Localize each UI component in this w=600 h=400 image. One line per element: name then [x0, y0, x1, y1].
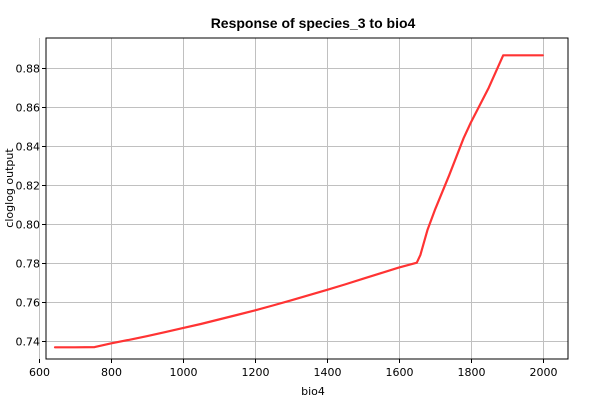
y-axis-label: cloglog output [3, 148, 16, 228]
y-tick-label: 0.84 [16, 141, 41, 154]
series-layer [53, 54, 544, 349]
y-tick-label: 0.76 [16, 297, 41, 310]
y-tick-label: 0.82 [16, 180, 41, 193]
y-tick-label: 0.74 [16, 336, 41, 349]
y-tick-label: 0.80 [16, 219, 41, 232]
x-tick-label: 1400 [314, 366, 342, 379]
x-tick-label: 2000 [530, 366, 558, 379]
y-tick-label: 0.86 [16, 102, 41, 115]
y-tick-label: 0.78 [16, 258, 41, 271]
x-tick-label: 1000 [170, 366, 198, 379]
response-curve [53, 54, 544, 349]
x-tick-label: 1800 [458, 366, 486, 379]
x-tick-label: 1600 [386, 366, 414, 379]
axis-ticks: 600 800 1000 1200 1400 1600 1800 2000 0.74 0.76 0.… [16, 63, 558, 380]
y-tick-label: 0.88 [16, 63, 41, 76]
x-tick-label: 600 [29, 366, 50, 379]
x-axis-label: bio4 [301, 385, 325, 398]
plot-area [45, 37, 569, 360]
grid [39, 38, 568, 359]
chart-title: Response of species_3 to bio4 [211, 15, 416, 31]
x-tick-label: 1200 [242, 366, 270, 379]
x-tick-label: 800 [101, 366, 122, 379]
